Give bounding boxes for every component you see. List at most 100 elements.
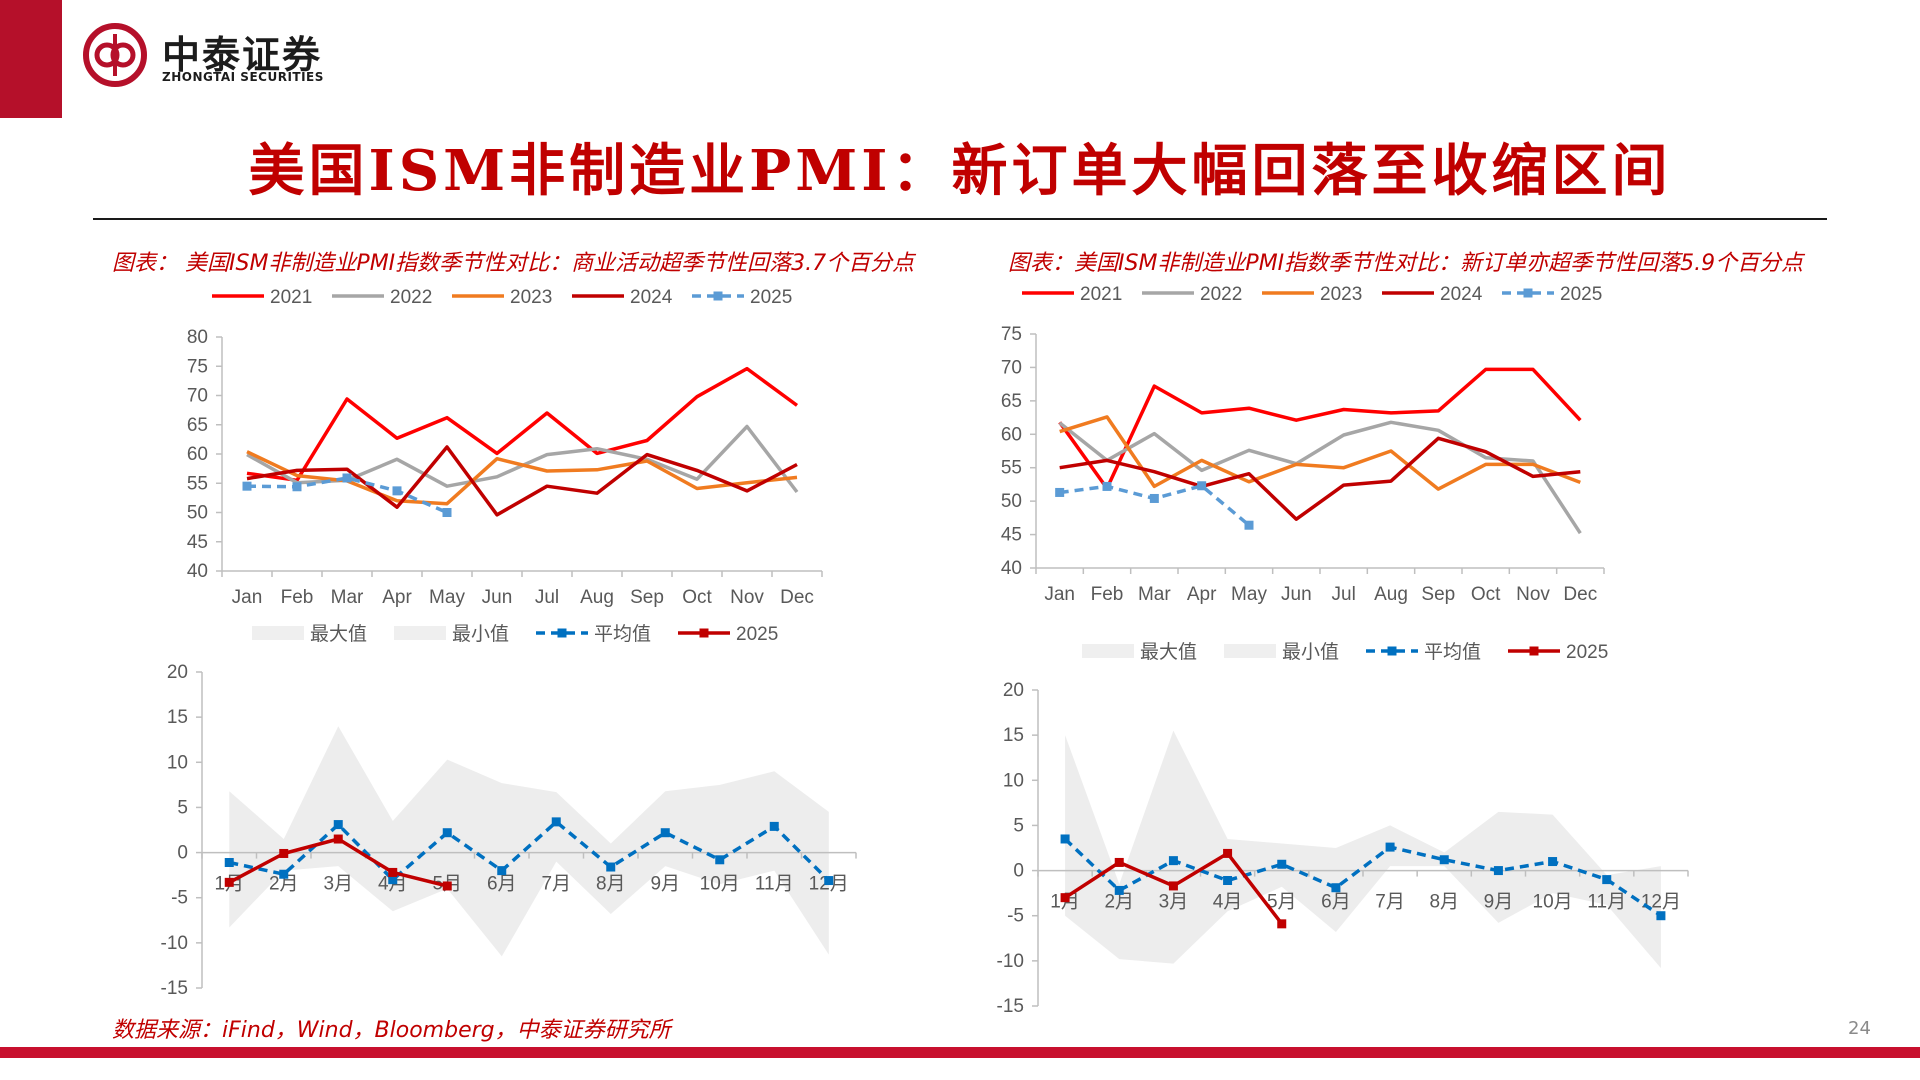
y-tick-label: 65 (1001, 391, 1022, 412)
y-tick-label: 50 (187, 503, 208, 524)
legend-marker-2025 (1529, 646, 1539, 656)
x-tick-label: Jun (482, 587, 513, 608)
y-tick-label: 5 (177, 797, 188, 818)
legend-label-2025: 2025 (1560, 284, 1602, 305)
data-point-2025 (442, 881, 452, 891)
data-point-2025 (1060, 893, 1070, 903)
x-tick-label: 7月 (1375, 892, 1405, 913)
series-line-2021 (1058, 367, 1582, 491)
x-tick-label: 2月 (269, 874, 299, 895)
y-tick-label: -5 (1007, 906, 1024, 927)
x-tick-label: 4月 (1213, 892, 1243, 913)
legend-swatch-最大值 (1082, 644, 1134, 658)
data-point-2025 (1149, 493, 1159, 503)
series-line-2024 (246, 445, 798, 517)
x-tick-label: 8月 (596, 874, 626, 895)
y-tick-label: 65 (187, 415, 208, 436)
data-point-2025 (224, 877, 234, 887)
x-tick-label: 7月 (541, 874, 571, 895)
logo-text-en: ZHONGTAI SECURITIES (162, 70, 324, 84)
data-point-平均值 (606, 862, 616, 872)
x-tick-label: 3月 (323, 874, 353, 895)
footer-brand-bar (0, 1047, 1920, 1058)
legend-marker-2025 (713, 291, 723, 301)
data-point-2025 (242, 481, 252, 491)
y-tick-label: 55 (1001, 458, 1022, 479)
y-tick-label: -15 (161, 978, 188, 999)
y-tick-label: 45 (187, 532, 208, 553)
legend-label-2021: 2021 (270, 287, 312, 308)
y-tick-label: 45 (1001, 525, 1022, 546)
x-tick-label: Apr (382, 587, 412, 608)
legend-swatch-最小值 (394, 626, 446, 640)
x-tick-label: Aug (1374, 584, 1408, 605)
x-tick-label: 9月 (650, 874, 680, 895)
x-tick-label: Aug (580, 587, 614, 608)
x-tick-label: 11月 (1587, 892, 1626, 913)
data-point-平均值 (715, 855, 725, 865)
data-point-2025 (442, 508, 452, 517)
data-point-平均值 (1602, 875, 1612, 885)
data-point-平均值 (1439, 855, 1449, 865)
data-point-平均值 (224, 858, 234, 868)
legend-label-最大值: 最大值 (1140, 641, 1197, 663)
series-line-平均值 (228, 820, 831, 882)
x-tick-label: 2月 (1104, 892, 1134, 913)
y-tick-label: 75 (187, 356, 208, 377)
data-point-2025 (1168, 881, 1178, 891)
y-tick-label: 70 (187, 386, 208, 407)
data-point-2025 (1197, 481, 1207, 491)
x-tick-label: May (1231, 584, 1267, 605)
legend-marker-平均值 (557, 628, 567, 638)
legend-label-2023: 2023 (510, 287, 552, 308)
series-line-平均值 (1063, 837, 1662, 918)
data-point-2025 (279, 848, 289, 858)
legend-label-2024: 2024 (1440, 284, 1483, 305)
data-point-平均值 (551, 817, 561, 827)
x-tick-label: 11月 (755, 874, 794, 895)
y-tick-label: 20 (1003, 680, 1024, 701)
x-tick-label: 5月 (1267, 892, 1297, 913)
series-line-2022 (1058, 420, 1582, 535)
x-tick-label: Apr (1187, 584, 1217, 605)
legend-swatch-最小值 (1224, 644, 1276, 658)
legend-label-2021: 2021 (1080, 284, 1122, 305)
data-point-2025 (392, 486, 402, 496)
brand-side-bar (0, 0, 62, 118)
x-tick-label: Dec (1563, 584, 1597, 605)
x-tick-label: May (429, 587, 465, 608)
legend-label-2025: 2025 (736, 624, 778, 645)
data-point-平均值 (1548, 857, 1558, 867)
x-tick-label: Jun (1281, 584, 1312, 605)
x-tick-label: Nov (1516, 584, 1550, 605)
y-tick-label: -10 (997, 951, 1024, 972)
x-tick-label: Jan (1044, 584, 1075, 605)
legend-marker-平均值 (1387, 646, 1397, 656)
data-source-note: 数据来源：iFind，Wind，Bloomberg，中泰证券研究所 (112, 1018, 671, 1043)
y-tick-label: 0 (1013, 861, 1024, 882)
chart-caption-right: 图表：美国ISM非制造业PMI指数季节性对比：新订单亦超季节性回落5.9个百分点 (1008, 251, 1804, 276)
data-point-2025 (342, 473, 352, 483)
x-tick-label: Oct (1471, 584, 1501, 605)
legend-label-最大值: 最大值 (310, 623, 367, 645)
legend-label-2022: 2022 (1200, 284, 1242, 305)
data-point-2025 (1244, 520, 1254, 530)
series-line-2023 (1059, 415, 1581, 491)
data-point-平均值 (388, 875, 398, 885)
data-point-平均值 (824, 876, 834, 886)
y-tick-label: 0 (177, 843, 188, 864)
x-tick-label: 10月 (700, 874, 740, 895)
data-point-2025 (1277, 919, 1287, 929)
legend-label-2022: 2022 (390, 287, 432, 308)
y-tick-label: 5 (1013, 815, 1024, 836)
x-tick-label: 12月 (1641, 892, 1681, 913)
y-tick-label: 40 (187, 561, 208, 582)
y-tick-label: 70 (1001, 357, 1022, 378)
range-band (229, 726, 829, 957)
x-tick-label: Mar (1138, 584, 1171, 605)
series-line-2024 (1059, 436, 1581, 521)
data-point-平均值 (1493, 866, 1503, 876)
data-point-平均值 (1656, 911, 1666, 921)
